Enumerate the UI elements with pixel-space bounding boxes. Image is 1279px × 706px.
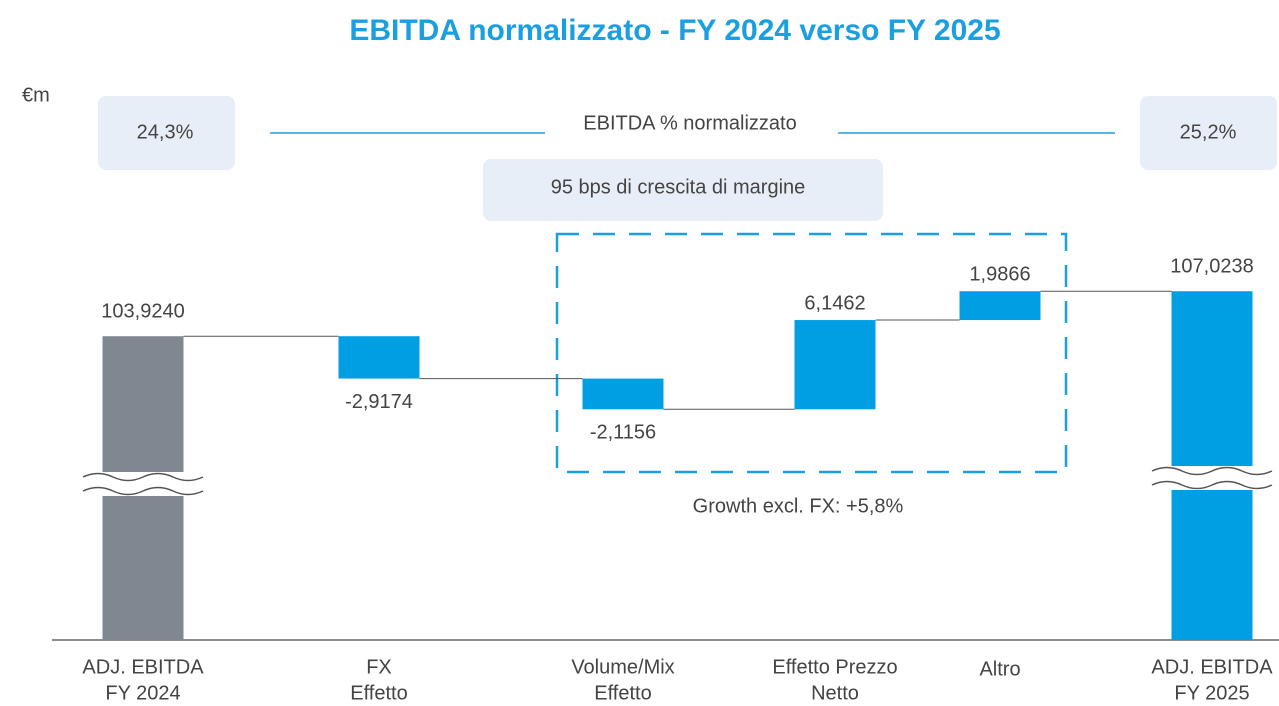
- axis-break: [82, 486, 204, 496]
- axis-break: [1151, 480, 1273, 490]
- growth-note: Growth excl. FX: +5,8%: [693, 495, 904, 517]
- value-label: 1,9866: [969, 263, 1030, 285]
- x-tick-label: ADJ. EBITDA: [1151, 656, 1273, 678]
- x-tick-label: Altro: [979, 658, 1020, 680]
- x-tick-label: FY 2025: [1174, 682, 1249, 704]
- bar: [582, 378, 664, 410]
- bar: [794, 320, 876, 410]
- value-label: -2,9174: [345, 391, 413, 413]
- margin-growth: 95 bps di crescita di margine: [551, 176, 806, 198]
- x-tick-label: FY 2024: [105, 682, 180, 704]
- unit-label: €m: [22, 84, 50, 106]
- value-label: -2,1156: [590, 422, 656, 444]
- value-label: 107,0238: [1170, 255, 1253, 277]
- axis-break-gap: [1169, 466, 1255, 490]
- axis-break-gap: [100, 472, 186, 496]
- margin-label: EBITDA % normalizzato: [583, 112, 796, 134]
- growth-box: [483, 159, 883, 221]
- x-tick-label: Effetto: [594, 682, 651, 704]
- chart-title: EBITDA normalizzato - FY 2024 verso FY 2…: [349, 14, 1000, 47]
- bar: [959, 291, 1041, 321]
- axis-break: [1151, 466, 1273, 476]
- x-tick-label: Effetto Prezzo: [772, 656, 897, 678]
- margin-box: [98, 96, 235, 170]
- x-tick-label: ADJ. EBITDA: [82, 656, 204, 678]
- x-tick-label: FX: [366, 656, 392, 678]
- margin-end: 25,2%: [1180, 121, 1237, 143]
- axis-break: [82, 472, 204, 482]
- margin-box: [1140, 96, 1277, 170]
- x-tick-label: Netto: [811, 682, 859, 704]
- x-tick-label: Effetto: [350, 682, 407, 704]
- value-label: 6,1462: [804, 292, 865, 314]
- value-label: 103,9240: [101, 300, 184, 322]
- margin-start: 24,3%: [137, 121, 194, 143]
- x-tick-label: Volume/Mix: [571, 656, 674, 678]
- bar: [338, 336, 420, 379]
- bar: [1171, 291, 1253, 640]
- highlight-box: [555, 232, 1068, 474]
